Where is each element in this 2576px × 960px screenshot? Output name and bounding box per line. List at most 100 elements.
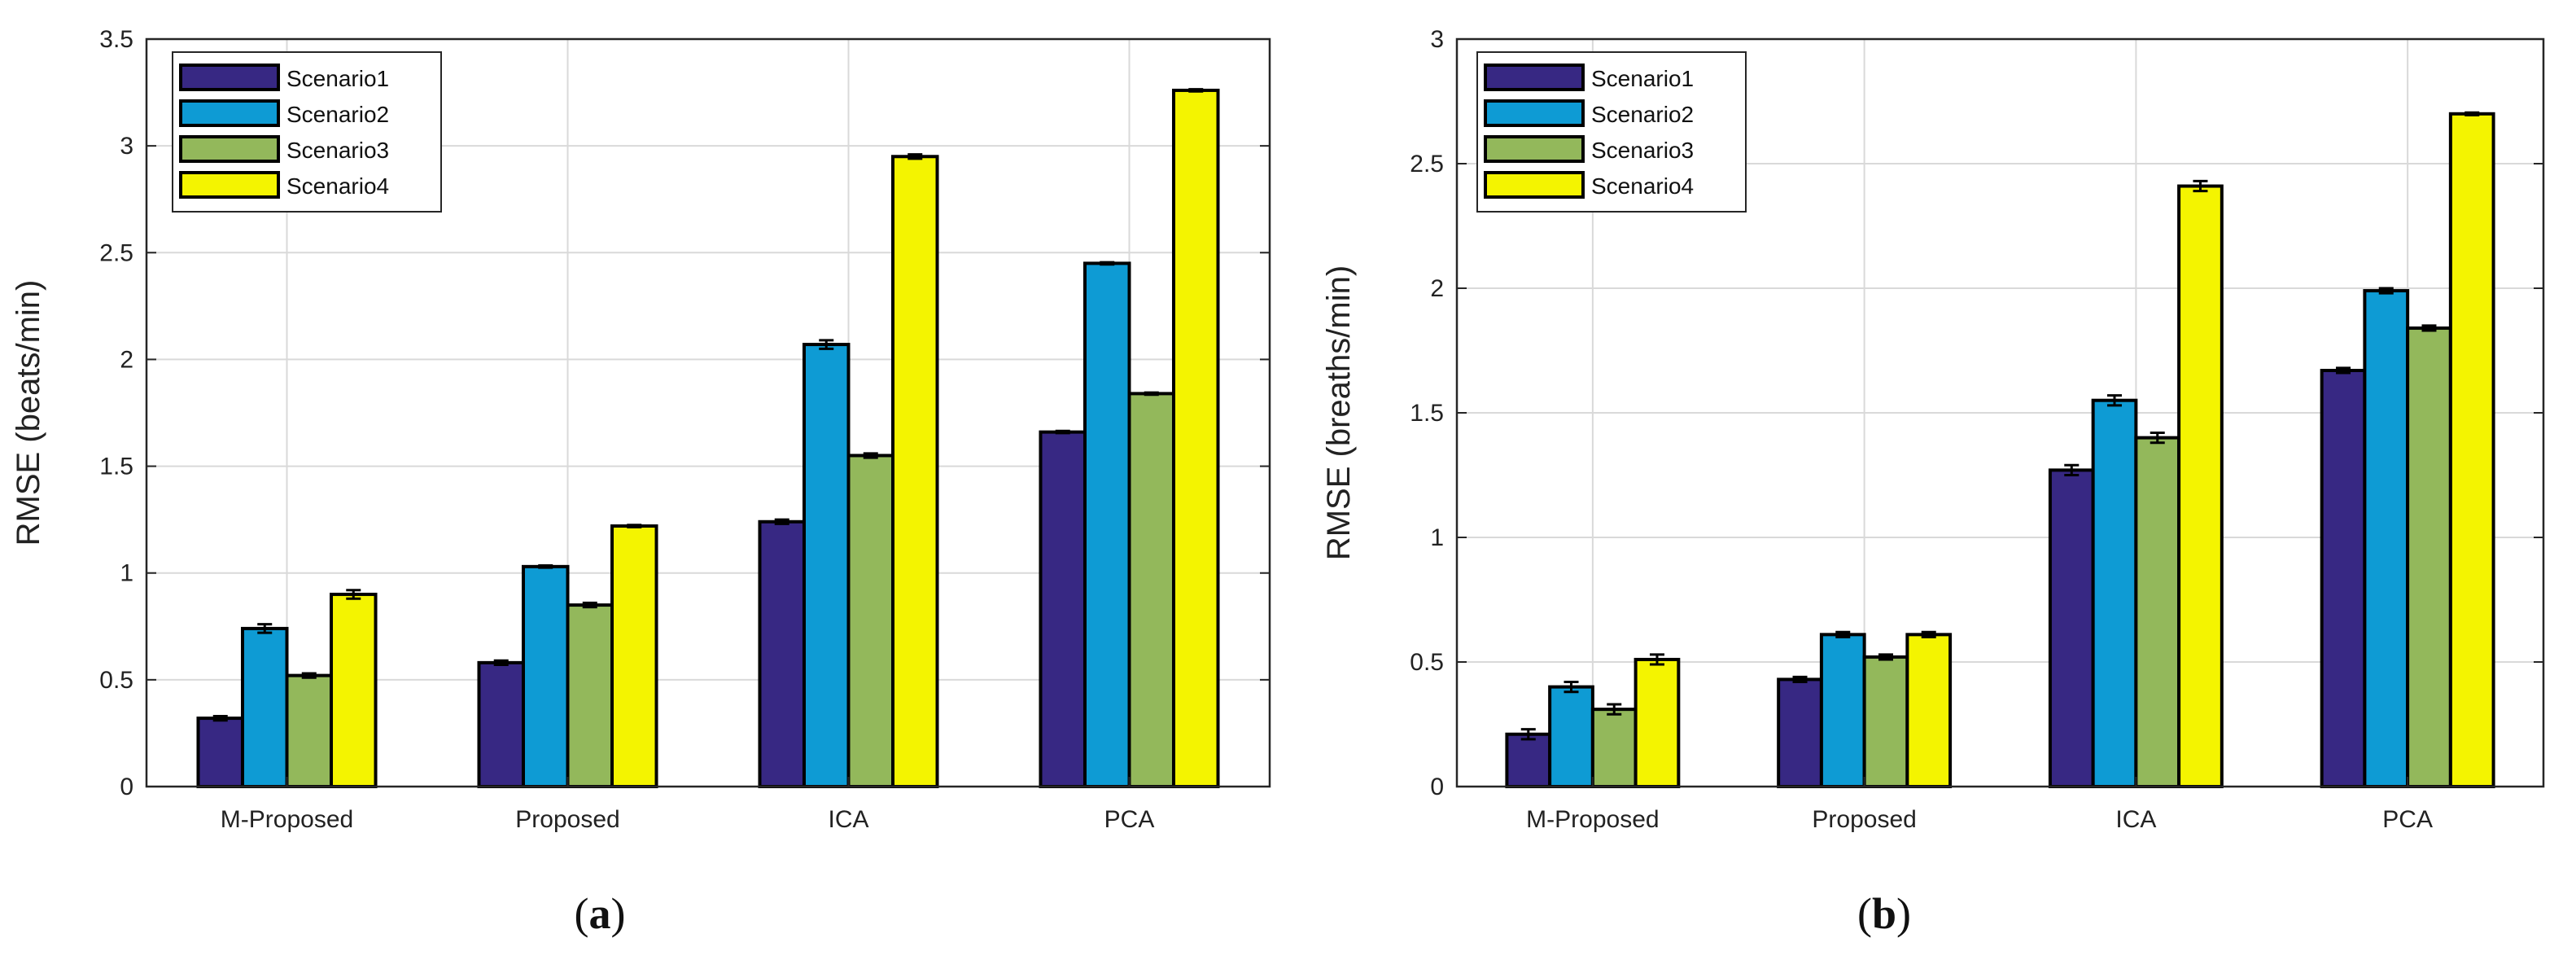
- error-bar: [301, 672, 317, 679]
- y-tick-label: 0: [1430, 774, 1444, 800]
- error-bar: [2193, 179, 2208, 193]
- error-bar: [1144, 391, 1159, 397]
- x-tick-label: ICA: [2115, 806, 2156, 833]
- error-bar: [1835, 630, 1851, 638]
- bar-scenario3-pca: [1127, 392, 1176, 788]
- y-tick-label: 1.5: [99, 454, 133, 480]
- chart-panel-b: 0 0.5 1 1.5 2 2.5 3 M-Proposed Proposed ICA PCA RMS…: [1321, 26, 2545, 938]
- legend-label: Scenario1: [286, 66, 389, 91]
- legend-swatch-scenario3: [179, 135, 280, 163]
- y-tick-label: 3: [1430, 26, 1444, 53]
- legend-swatch-scenario3: [1484, 135, 1585, 163]
- y-tick-label: 2: [1430, 275, 1444, 302]
- error-bar: [2064, 463, 2080, 476]
- bar-scenario2-ica: [802, 343, 851, 789]
- error-bar: [2378, 287, 2394, 295]
- y-tick-label: 0.5: [99, 667, 133, 694]
- y-tick-label: 1: [120, 560, 133, 587]
- error-bar: [863, 452, 878, 459]
- bar-scenario2-pca: [2363, 289, 2410, 788]
- bar-scenario1-pca: [2320, 368, 2367, 788]
- bar-scenario3-m-proposed: [285, 673, 334, 789]
- bar-scenario1-ica: [2048, 468, 2095, 788]
- x-tick-label: M-Proposed: [1526, 806, 1659, 833]
- legend-swatch-scenario1: [179, 64, 280, 91]
- legend-swatch-scenario1: [1484, 64, 1585, 91]
- y-tick-label: 2.5: [1410, 151, 1444, 178]
- x-tick-label: Proposed: [1812, 806, 1916, 833]
- error-bar: [1055, 429, 1070, 435]
- legend-swatch-scenario2: [179, 99, 280, 127]
- error-bar: [1921, 630, 1936, 638]
- y-tick-label: 2: [120, 346, 133, 373]
- bar-scenario3-proposed: [1862, 655, 1909, 788]
- caption-close: ): [611, 889, 626, 938]
- error-bar: [582, 601, 597, 609]
- error-bar: [2107, 394, 2123, 407]
- error-bar: [1520, 728, 1536, 741]
- x-tick-label: Proposed: [515, 806, 619, 833]
- bar-scenario1-m-proposed: [1505, 732, 1552, 788]
- bar-scenario2-m-proposed: [1548, 685, 1594, 788]
- error-bar: [1878, 653, 1893, 661]
- error-bar: [493, 659, 509, 666]
- bar-scenario3-pca: [2406, 326, 2452, 788]
- error-bar: [2336, 366, 2351, 375]
- bar-scenario1-m-proposed: [196, 717, 244, 788]
- legend-swatch-scenario4: [179, 171, 280, 199]
- caption-close: ): [1896, 889, 1911, 938]
- chart-panel-a: 0 0.5 1 1.5 2 2.5 3 3.5 M-Proposed Proposed ICA PCA…: [11, 26, 1271, 938]
- bar-scenario3-m-proposed: [1590, 708, 1638, 789]
- error-bar: [2150, 431, 2165, 445]
- bar-scenario2-ica: [2091, 398, 2138, 788]
- legend: Scenario1 Scenario2 Scenario3 Scenario4: [1476, 51, 1747, 213]
- error-bar: [1188, 88, 1204, 93]
- error-bar: [819, 339, 834, 350]
- error-bar: [2421, 324, 2437, 332]
- legend-swatch-scenario2: [1484, 99, 1585, 127]
- caption-open: (: [1857, 889, 1872, 938]
- caption-open: (: [575, 889, 589, 938]
- bar-scenario4-ica: [891, 155, 939, 788]
- bar-scenario3-ica: [2134, 436, 2181, 788]
- bar-scenario3-ica: [846, 454, 895, 788]
- error-bar: [1564, 680, 1579, 694]
- error-bar: [538, 564, 553, 569]
- bar-scenario4-ica: [2177, 184, 2224, 789]
- x-tick-label: PCA: [1104, 806, 1155, 833]
- bar-scenario1-ica: [758, 519, 806, 788]
- bar-scenario2-m-proposed: [240, 626, 289, 788]
- legend-label: Scenario4: [1591, 173, 1694, 199]
- bar-scenario2-pca: [1082, 261, 1131, 788]
- bar-scenario1-proposed: [477, 660, 525, 788]
- error-bar: [1792, 675, 1808, 683]
- y-tick-label: 1.5: [1410, 400, 1444, 427]
- bar-scenario1-pca: [1039, 430, 1087, 788]
- y-tick-label: 3.5: [99, 26, 133, 53]
- bar-scenario4-m-proposed: [1634, 657, 1681, 788]
- x-tick-label: ICA: [828, 806, 868, 833]
- bar-scenario4-pca: [2448, 112, 2495, 789]
- legend-swatch-scenario4: [1484, 171, 1585, 199]
- panel-caption: (a): [575, 889, 626, 938]
- y-axis-label: RMSE (breaths/min): [1321, 265, 1357, 560]
- error-bar: [1649, 653, 1664, 666]
- error-bar: [346, 589, 361, 600]
- x-tick-label: M-Proposed: [221, 806, 353, 833]
- error-bar: [2464, 111, 2480, 116]
- bar-scenario4-m-proposed: [330, 592, 378, 789]
- axes-box: [145, 37, 1271, 788]
- y-tick-label: 2.5: [99, 239, 133, 266]
- x-tick-label: PCA: [2382, 806, 2433, 833]
- bar-scenario2-proposed: [1819, 633, 1866, 789]
- bar-scenario4-proposed: [610, 524, 658, 788]
- error-bar: [212, 714, 228, 722]
- y-axis-label: RMSE (beats/min): [11, 280, 46, 546]
- bar-scenario1-proposed: [1777, 677, 1823, 788]
- bar-scenario4-proposed: [1905, 633, 1953, 789]
- bar-scenario3-proposed: [566, 603, 614, 788]
- panel-caption: (b): [1857, 889, 1911, 938]
- y-tick-label: 3: [120, 133, 133, 160]
- error-bar: [774, 518, 789, 525]
